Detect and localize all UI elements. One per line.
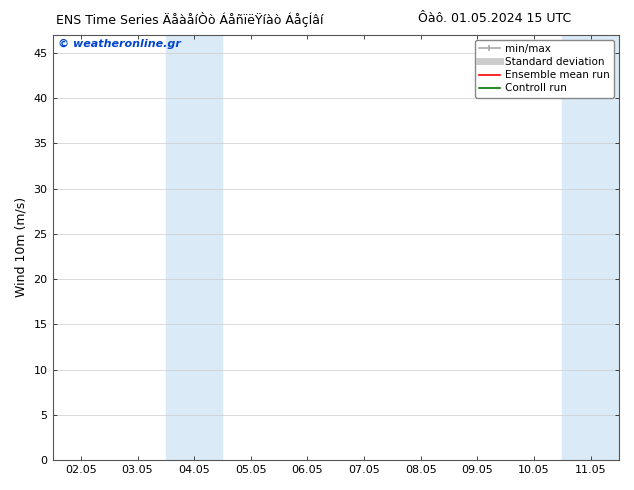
Y-axis label: Wind 10m (m/s): Wind 10m (m/s) <box>15 197 28 297</box>
Legend: min/max, Standard deviation, Ensemble mean run, Controll run: min/max, Standard deviation, Ensemble me… <box>475 40 614 98</box>
Text: © weatheronline.gr: © weatheronline.gr <box>58 39 181 49</box>
Bar <box>166 35 223 460</box>
Bar <box>562 35 619 460</box>
Text: ENS Time Series ÄåàåíÒò ÁåñïëŸíàò ÁåçÍâí: ENS Time Series ÄåàåíÒò ÁåñïëŸíàò ÁåçÍâí <box>56 12 324 27</box>
Text: Ôàô. 01.05.2024 15 UTC: Ôàô. 01.05.2024 15 UTC <box>418 12 571 25</box>
